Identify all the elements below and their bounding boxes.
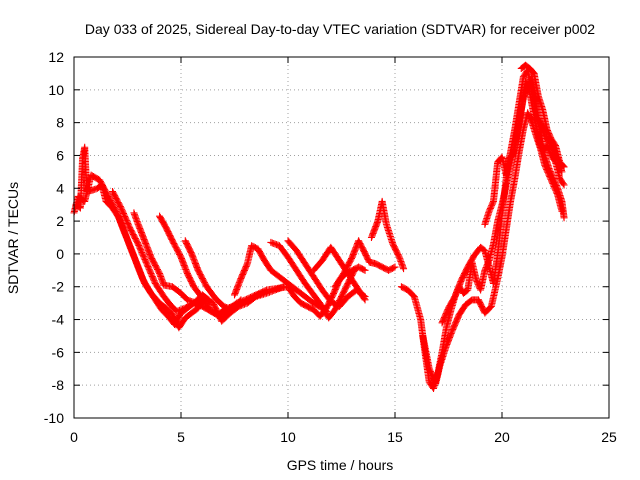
data-point-marker: [558, 207, 566, 215]
y-tick-label: 8: [56, 115, 64, 131]
y-tick-label: -10: [44, 410, 64, 426]
x-axis-label: GPS time / hours: [287, 457, 394, 473]
axis-ticks: 0 5 10 15 20 25 -10 -8 -6 -4 -2 0 2 4 6 8 10 12: [44, 49, 617, 445]
y-axis-label: SDTVAR / TECUs: [5, 182, 21, 294]
data-point-marker: [560, 181, 568, 189]
data-points: [70, 61, 568, 392]
y-tick-label: 6: [56, 147, 64, 163]
y-tick-label: -4: [52, 312, 65, 328]
data-point-marker: [559, 180, 567, 188]
data-point-marker: [361, 266, 369, 274]
data-point-marker: [558, 168, 566, 176]
y-tick-label: -8: [52, 377, 65, 393]
data-point-marker: [360, 266, 368, 274]
y-tick-label: 10: [48, 82, 64, 98]
x-tick-label: 20: [494, 429, 510, 445]
y-tick-label: 12: [48, 49, 64, 65]
data-point-marker: [280, 283, 288, 291]
y-tick-label: 0: [56, 246, 64, 262]
data-point-marker: [560, 214, 568, 222]
y-tick-label: -6: [52, 344, 65, 360]
data-point-marker: [360, 295, 368, 303]
data-point-marker: [489, 199, 497, 207]
y-tick-label: 4: [56, 180, 64, 196]
data-point-marker: [350, 266, 358, 274]
data-point-marker: [400, 265, 408, 273]
data-point-marker: [560, 163, 568, 171]
data-point-marker: [559, 162, 567, 170]
data-point-marker: [553, 189, 561, 197]
data-point-marker: [263, 288, 271, 296]
x-tick-label: 25: [601, 429, 617, 445]
data-point-marker: [361, 296, 369, 304]
data-point-marker: [350, 268, 358, 276]
x-tick-label: 5: [177, 429, 185, 445]
data-point-marker: [237, 296, 245, 304]
y-tick-label: 2: [56, 213, 64, 229]
data-point-marker: [391, 263, 399, 271]
chart-title: Day 033 of 2025, Sidereal Day-to-day VTE…: [85, 21, 595, 37]
data-point-marker: [236, 297, 244, 305]
plot-frame: [73, 56, 610, 419]
x-tick-label: 15: [387, 429, 403, 445]
x-tick-label: 0: [70, 429, 78, 445]
x-tick-label: 10: [280, 429, 296, 445]
y-tick-label: -2: [52, 279, 65, 295]
data-point-marker: [390, 264, 398, 272]
